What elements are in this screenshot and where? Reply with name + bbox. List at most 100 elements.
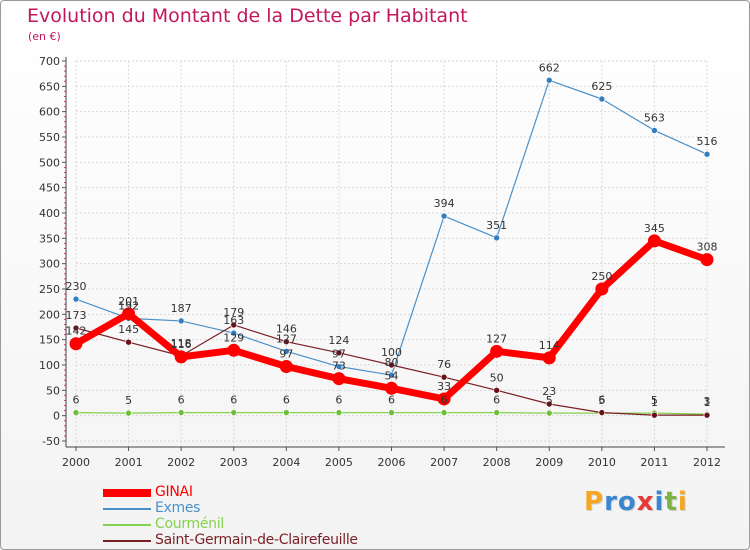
data-label: 116: [171, 338, 192, 351]
data-point: [230, 329, 238, 337]
x-tick-label: 2008: [483, 456, 511, 469]
data-label: 5: [125, 394, 132, 407]
logo-letter: P: [584, 487, 605, 517]
x-tick-label: 2006: [378, 456, 406, 469]
data-point: [283, 409, 290, 416]
data-point: [545, 400, 553, 408]
data-label: 662: [539, 61, 560, 74]
x-tick-label: 2012: [693, 456, 721, 469]
data-point: [230, 409, 238, 416]
data-point: [545, 409, 553, 417]
data-point: [598, 409, 606, 416]
data-label: 127: [276, 332, 297, 345]
legend-swatch: [103, 508, 151, 510]
data-label: 163: [223, 314, 244, 327]
data-label: 114: [539, 339, 560, 352]
data-label: 394: [434, 197, 455, 210]
data-label: 6: [178, 394, 185, 407]
logo-letter: o: [617, 487, 637, 517]
proxiti-logo: Proxiti: [584, 487, 688, 517]
data-label: 76: [437, 358, 451, 371]
data-label: 142: [66, 325, 87, 338]
data-label: 146: [276, 323, 297, 336]
logo-letter: t: [664, 487, 678, 517]
data-label: 127: [486, 332, 507, 345]
logo-letter: i: [654, 487, 665, 517]
data-point: [493, 409, 500, 416]
legend-label: Courménil: [155, 516, 224, 532]
legend-swatch: [103, 540, 151, 542]
data-point: [493, 234, 500, 242]
data-label: 345: [644, 222, 665, 235]
data-point: [177, 409, 185, 416]
data-point: [388, 371, 395, 379]
data-label: 230: [66, 280, 87, 293]
data-label: 33: [437, 380, 451, 393]
y-tick-label: 150: [39, 334, 60, 347]
x-tick-label: 2007: [430, 456, 458, 469]
y-tick-label: 400: [39, 207, 60, 220]
chart-subtitle: (en €): [28, 30, 61, 43]
y-tick-label: 100: [39, 359, 60, 372]
data-point: [230, 321, 238, 329]
data-point: [703, 150, 711, 158]
x-tick-label: 2003: [220, 456, 248, 469]
data-label: 124: [328, 334, 349, 347]
data-point: [651, 127, 658, 134]
data-point: [335, 349, 343, 357]
x-tick-label: 2001: [115, 456, 143, 469]
y-tick-label: 0: [53, 410, 60, 423]
legend-swatch: [103, 489, 151, 497]
y-tick-label: 500: [39, 156, 60, 169]
legend-swatch: [103, 524, 151, 526]
logo-letter: x: [636, 487, 655, 517]
data-point: [440, 373, 448, 381]
data-label: 5: [598, 394, 605, 407]
data-label: 6: [283, 394, 290, 407]
data-label: 97: [332, 348, 346, 361]
y-tick-label: 700: [39, 55, 60, 68]
data-point: [283, 338, 290, 345]
data-point: [542, 351, 556, 365]
x-tick-label: 2004: [272, 456, 300, 469]
y-tick-label: 550: [39, 131, 60, 144]
data-point: [651, 411, 658, 419]
data-label: 250: [591, 270, 612, 283]
data-point: [703, 411, 711, 419]
data-label: 73: [332, 360, 346, 373]
data-label: 118: [171, 337, 192, 350]
data-point: [122, 307, 136, 321]
x-tick-label: 2005: [325, 456, 353, 469]
data-point: [283, 348, 290, 355]
data-label: 6: [230, 394, 237, 407]
data-label: 100: [381, 346, 402, 359]
data-label: 516: [697, 135, 718, 148]
data-point: [385, 381, 398, 395]
data-label: 80: [385, 356, 399, 369]
y-tick-label: 450: [39, 182, 60, 195]
data-label: 1: [704, 396, 711, 409]
data-label: 308: [697, 241, 718, 254]
data-label: 1: [651, 396, 658, 409]
data-point: [227, 343, 241, 357]
legend-label: GINAI: [155, 484, 193, 500]
x-tick-label: 2002: [167, 456, 195, 469]
x-tick-label: 2011: [640, 456, 668, 469]
y-tick-label: 650: [39, 80, 60, 93]
x-tick-label: 2000: [62, 456, 90, 469]
y-tick-label: 600: [39, 106, 60, 119]
data-point: [490, 344, 504, 358]
data-point: [72, 324, 80, 332]
data-label: 6: [598, 394, 605, 407]
data-point: [437, 392, 451, 406]
data-label: 563: [644, 111, 665, 124]
y-tick-label: 250: [39, 283, 60, 296]
data-label: 187: [171, 302, 192, 315]
chart-title: Evolution du Montant de la Dette par Hab…: [27, 5, 468, 27]
data-label: 50: [490, 371, 504, 384]
legend-label: Saint-Germain-de-Clairefeuille: [155, 532, 358, 548]
data-label: 6: [441, 394, 448, 407]
data-label: 3: [704, 395, 711, 408]
y-tick-label: 200: [39, 308, 60, 321]
